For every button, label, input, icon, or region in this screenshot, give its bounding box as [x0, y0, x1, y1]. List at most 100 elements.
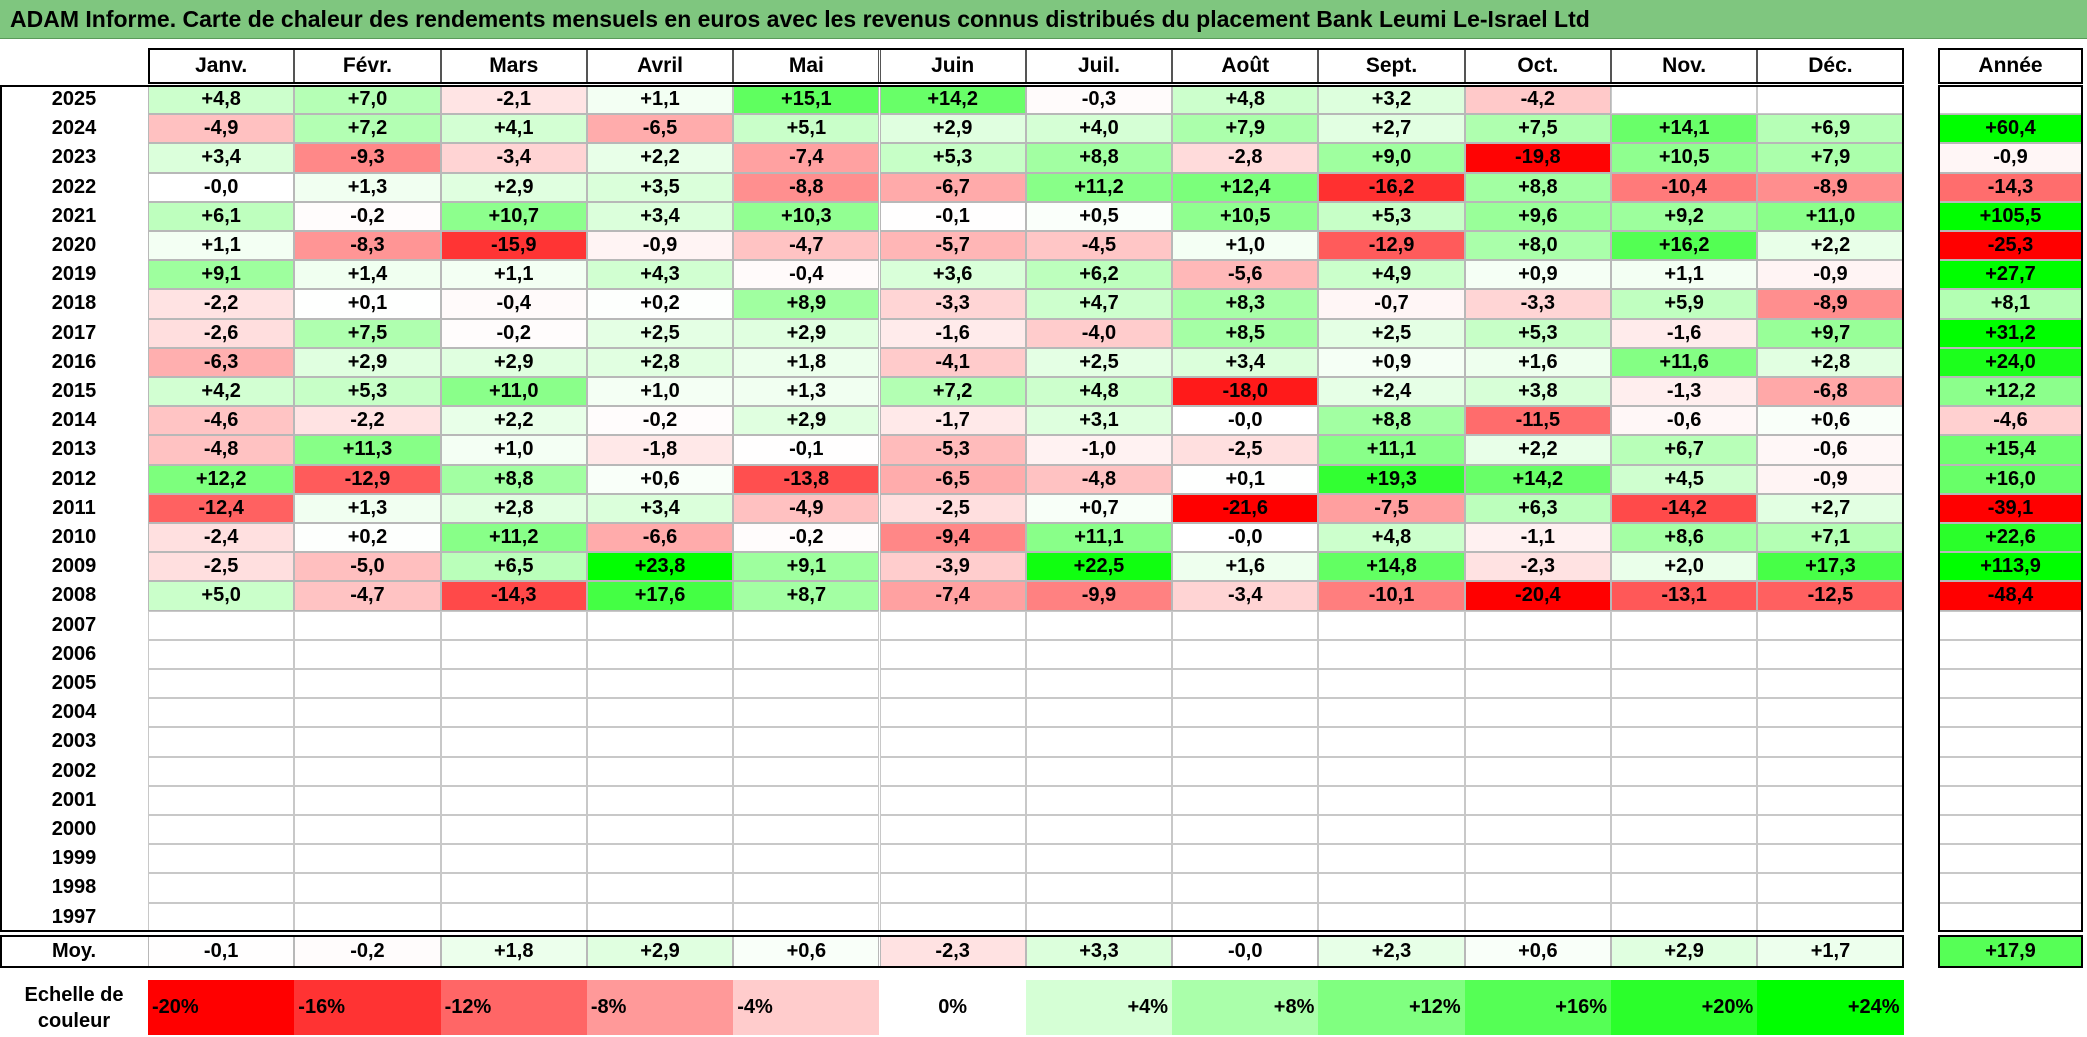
- heatmap-cell: -0,1: [879, 201, 1026, 231]
- heatmap-cell: -2,2: [148, 289, 295, 319]
- annual-cell: [1938, 610, 2083, 640]
- heatmap-cell: -0,4: [440, 289, 587, 319]
- heatmap-cell: [1757, 669, 1904, 699]
- heatmap-cell: [1757, 698, 1904, 728]
- heatmap-cell: +7,5: [294, 318, 441, 348]
- heatmap-cell: +9,6: [1464, 201, 1611, 231]
- color-scale-label: Echelle de couleur: [24, 983, 124, 1032]
- heatmap-cell: [1611, 610, 1758, 640]
- heatmap-cell: -0,4: [733, 260, 880, 290]
- heatmap-cell: +6,2: [1025, 260, 1173, 290]
- heatmap-cell: [1172, 756, 1319, 786]
- heatmap-cell: [1025, 698, 1173, 728]
- heatmap-cell: +1,1: [586, 85, 734, 115]
- heatmap-cell: [1318, 873, 1465, 903]
- color-scale-stop: +16%: [1464, 980, 1611, 1035]
- heatmap-cell: -0,9: [1757, 260, 1904, 290]
- heatmap-cell: [1464, 756, 1611, 786]
- year-label: 2024: [51, 117, 97, 140]
- heatmap-cell: [1757, 815, 1904, 845]
- heatmap-cell: -13,8: [733, 464, 880, 494]
- heatmap-cell: -0,0: [1172, 406, 1319, 436]
- heatmap-cell: [879, 756, 1026, 786]
- annual-cell: +113,9: [1938, 552, 2083, 582]
- heatmap-cell: [586, 844, 734, 874]
- heatmap-cell: [1464, 785, 1611, 815]
- color-scale-stop: -12%: [440, 980, 587, 1035]
- month-header: Oct.: [1464, 48, 1611, 84]
- heatmap-cell: [294, 727, 441, 757]
- month-header: Janv.: [148, 48, 295, 84]
- heatmap-cell: -2,5: [148, 552, 295, 582]
- heatmap-cell: [294, 785, 441, 815]
- heatmap-cell: +1,8: [733, 347, 880, 377]
- heatmap-cell: [1172, 844, 1319, 874]
- year-label: 2015: [51, 380, 97, 403]
- heatmap-cell: [1611, 756, 1758, 786]
- heatmap-cell: +9,0: [1318, 143, 1465, 173]
- heatmap-cell: [1611, 844, 1758, 874]
- heatmap-cell: -0,2: [440, 318, 587, 348]
- heatmap-cell: [733, 756, 880, 786]
- annual-cell: -25,3: [1938, 231, 2083, 261]
- heatmap-cell: -3,3: [879, 289, 1026, 319]
- heatmap-cell: [148, 610, 295, 640]
- heatmap-cell: -12,9: [1318, 231, 1465, 261]
- heatmap-cell: [440, 756, 587, 786]
- heatmap-cell: -6,7: [879, 172, 1026, 202]
- heatmap-cell: [733, 815, 880, 845]
- heatmap-cell: +8,7: [733, 581, 880, 611]
- heatmap-cell: +11,0: [440, 377, 587, 407]
- year-label: 2010: [51, 526, 97, 549]
- average-cell: +2,3: [1318, 935, 1465, 968]
- heatmap-cell: [148, 785, 295, 815]
- heatmap-cell: +1,1: [440, 260, 587, 290]
- annual-cell: [1938, 698, 2083, 728]
- annual-cell: [1938, 669, 2083, 699]
- heatmap-cell: +4,8: [1172, 85, 1319, 115]
- heatmap-cell: +0,1: [294, 289, 441, 319]
- heatmap-cell: -7,5: [1318, 493, 1465, 523]
- heatmap-cell: +4,3: [586, 260, 734, 290]
- heatmap-cell: +5,3: [294, 377, 441, 407]
- average-cell: +1,8: [440, 935, 587, 968]
- year-label: 2005: [51, 672, 97, 695]
- heatmap-cell: [586, 698, 734, 728]
- heatmap-cell: +2,4: [1318, 377, 1465, 407]
- color-scale-stop: -20%: [148, 980, 295, 1035]
- color-scale-stop: +12%: [1318, 980, 1465, 1035]
- year-label: 2019: [51, 263, 97, 286]
- heatmap-cell: +1,3: [733, 377, 880, 407]
- year-label: 2000: [51, 818, 97, 841]
- heatmap-cell: [1611, 698, 1758, 728]
- year-label: 2016: [51, 350, 97, 373]
- heatmap-cell: -0,0: [148, 172, 295, 202]
- heatmap-cell: +7,2: [294, 114, 441, 144]
- heatmap-cell: [1172, 610, 1319, 640]
- heatmap-cell: -18,0: [1172, 377, 1319, 407]
- heatmap-cell: [1464, 902, 1611, 932]
- heatmap-cell: +4,5: [1611, 464, 1758, 494]
- heatmap-cell: -2,5: [1172, 435, 1319, 465]
- heatmap-cell: -8,8: [733, 172, 880, 202]
- heatmap-cell: [879, 698, 1026, 728]
- heatmap-cell: -8,3: [294, 231, 441, 261]
- annual-cell: [1938, 756, 2083, 786]
- heatmap-cell: -0,6: [1611, 406, 1758, 436]
- heatmap-cell: +16,2: [1611, 231, 1758, 261]
- month-header: Juin: [879, 48, 1026, 84]
- heatmap-cell: -2,5: [879, 493, 1026, 523]
- heatmap-cell: +5,9: [1611, 289, 1758, 319]
- heatmap-cell: [1318, 756, 1465, 786]
- annual-cell: [1938, 785, 2083, 815]
- heatmap-cell: +6,7: [1611, 435, 1758, 465]
- year-label: 1997: [51, 905, 97, 928]
- heatmap-cell: -2,4: [148, 523, 295, 553]
- heatmap-cell: [1611, 85, 1758, 115]
- heatmap-cell: +2,2: [1464, 435, 1611, 465]
- heatmap-cell: +4,7: [1025, 289, 1173, 319]
- color-scale-stop: +24%: [1757, 980, 1904, 1035]
- heatmap-cell: +2,9: [733, 406, 880, 436]
- heatmap-cell: -9,4: [879, 523, 1026, 553]
- heatmap-cell: [879, 902, 1026, 932]
